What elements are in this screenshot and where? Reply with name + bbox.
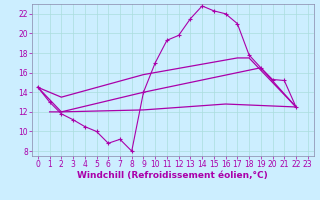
X-axis label: Windchill (Refroidissement éolien,°C): Windchill (Refroidissement éolien,°C): [77, 171, 268, 180]
